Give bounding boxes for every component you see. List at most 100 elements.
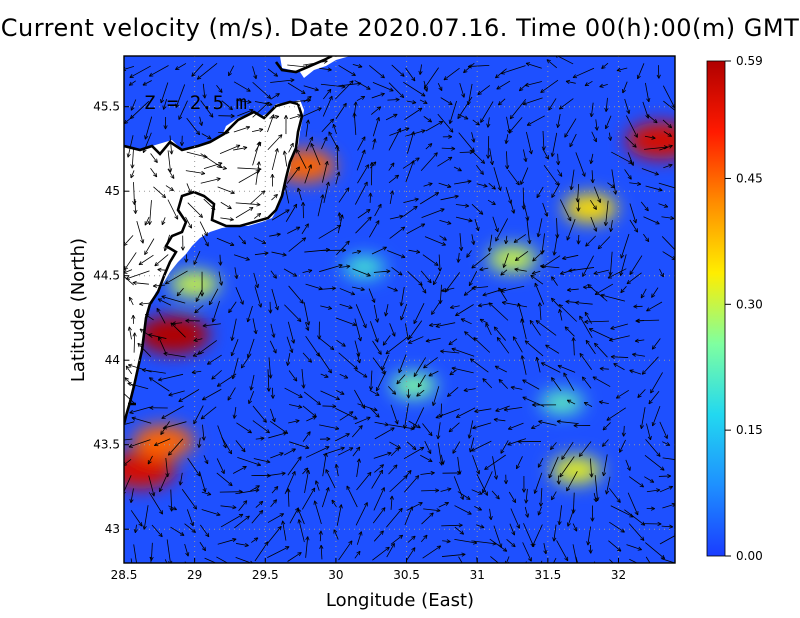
vector-head <box>258 303 263 308</box>
vector-head <box>253 537 259 542</box>
vector-head <box>564 326 569 331</box>
vector-head <box>390 162 395 167</box>
vector-shaft <box>464 331 476 342</box>
vector-shaft <box>444 272 461 293</box>
y-tick-label: 45 <box>105 184 120 198</box>
vector-head <box>157 336 162 341</box>
vector-head <box>308 164 313 169</box>
vector-shaft <box>640 407 646 429</box>
vector-shaft <box>303 85 319 91</box>
vector-shaft <box>487 199 496 205</box>
vector-head <box>299 299 304 304</box>
vector-head <box>169 150 174 155</box>
vector-head <box>393 464 398 469</box>
vector-head <box>449 371 454 376</box>
vector-shaft <box>185 170 206 175</box>
vector-head <box>264 541 269 546</box>
vector-shaft <box>457 252 460 263</box>
vector-shaft <box>156 308 166 324</box>
vector-head <box>602 442 607 447</box>
vector-shaft <box>233 406 237 419</box>
vector-head <box>291 448 296 453</box>
vector-head <box>413 205 418 210</box>
vector-shaft <box>368 220 380 238</box>
vector-shaft <box>187 202 203 218</box>
vector-head <box>343 374 349 379</box>
vector-head <box>568 268 573 273</box>
vector-head <box>331 286 336 291</box>
vector-head <box>541 146 546 151</box>
vector-shaft <box>510 386 523 390</box>
vector-shaft <box>546 59 558 69</box>
vector-head <box>262 418 267 423</box>
vector-shaft <box>627 492 639 516</box>
vector-head <box>368 386 374 391</box>
vector-head <box>581 376 587 381</box>
vector-head <box>471 264 476 269</box>
vector-shaft <box>487 136 490 159</box>
vector-shaft <box>404 403 409 429</box>
vector-head <box>211 375 216 380</box>
vector-shaft <box>463 285 477 296</box>
vector-shaft <box>253 458 271 463</box>
vector-shaft <box>421 208 445 219</box>
vector-shaft <box>423 357 438 369</box>
vector-head <box>335 144 340 149</box>
vector-shaft <box>652 405 661 427</box>
vector-head <box>632 219 637 224</box>
vector-shaft <box>419 64 422 75</box>
vector-shaft <box>663 100 675 111</box>
vector-shaft <box>346 485 358 508</box>
vector-shaft <box>472 119 480 126</box>
vector-head <box>486 123 491 128</box>
vector-head <box>282 431 288 436</box>
vector-head <box>428 458 433 463</box>
vector-shaft <box>539 302 542 320</box>
vector-shaft <box>625 136 637 148</box>
vector-head <box>191 72 196 77</box>
vector-head <box>423 100 428 104</box>
vector-head <box>391 390 397 395</box>
vector-shaft <box>220 505 237 508</box>
vector-head <box>148 72 154 77</box>
vector-head <box>168 392 173 397</box>
vector-head <box>218 261 223 266</box>
vector-head <box>529 319 534 325</box>
x-tick-label: 30 <box>328 568 343 582</box>
vector-head <box>185 318 190 323</box>
vector-head <box>548 106 553 111</box>
vector-shaft <box>322 95 333 117</box>
vector-shaft <box>662 85 675 109</box>
vector-shaft <box>573 337 575 356</box>
vector-shaft <box>558 505 562 525</box>
vector-head <box>463 387 468 393</box>
vector-head <box>485 322 490 328</box>
vector-head <box>622 88 626 94</box>
vector-head <box>448 340 453 346</box>
vector-shaft <box>238 500 248 512</box>
vector-head <box>377 203 382 209</box>
vector-head <box>534 282 539 288</box>
vector-shaft <box>489 148 493 165</box>
vector-head <box>470 447 476 452</box>
vector-shaft <box>537 506 542 516</box>
vector-head <box>401 254 406 259</box>
vector-head <box>436 435 441 440</box>
vector-shaft <box>373 487 385 511</box>
vector-shaft <box>289 441 310 449</box>
vector-shaft <box>451 348 475 357</box>
vector-head <box>324 160 329 166</box>
vector-shaft <box>584 80 593 87</box>
vector-head <box>651 345 657 350</box>
x-tick-label: 31.5 <box>534 568 561 582</box>
vector-head <box>375 220 380 225</box>
vector-head <box>601 471 607 477</box>
vector-shaft <box>147 455 153 465</box>
vector-shaft <box>127 135 134 158</box>
vector-shaft <box>457 113 469 120</box>
vector-shaft <box>305 136 313 152</box>
vector-head <box>550 297 556 303</box>
vector-head <box>571 337 576 342</box>
vector-shaft <box>521 318 527 340</box>
vector-head <box>425 338 430 343</box>
